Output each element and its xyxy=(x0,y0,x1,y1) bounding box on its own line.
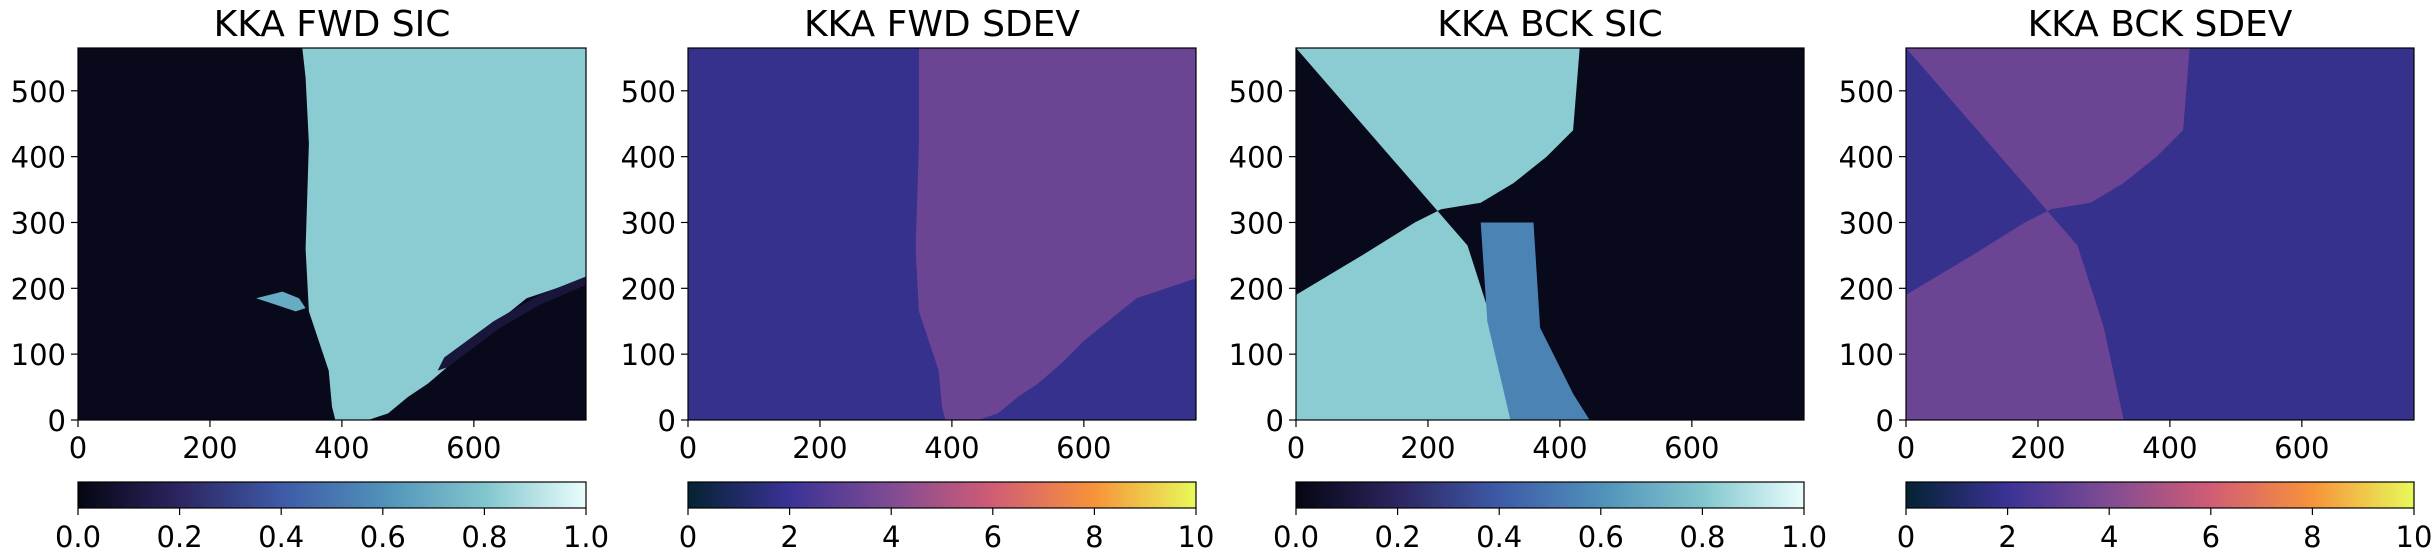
x-tick-label: 400 xyxy=(2142,431,2197,465)
colorbar xyxy=(77,481,587,509)
colorbar-tick-label: 0.2 xyxy=(1375,520,1421,554)
heatmap-bands xyxy=(1480,222,1590,420)
y-tick-label: 400 xyxy=(1229,141,1284,175)
colorbar-tick-label: 8 xyxy=(2303,520,2321,554)
y-tick-label: 100 xyxy=(1839,338,1894,372)
colorbar-tick-label: 0.2 xyxy=(157,520,203,554)
colorbar-tick-label: 4 xyxy=(2100,520,2118,554)
x-tick-label: 200 xyxy=(1400,431,1455,465)
colorbar-tick-label: 4 xyxy=(882,520,900,554)
y-tick-label: 0 xyxy=(48,404,66,438)
panel-3: KKA BCK SIC 0 100 200 300 400 500 0 200 400 600 0.0… xyxy=(1229,4,1827,554)
colorbar-tick-label: 0 xyxy=(679,520,697,554)
x-tick-label: 0 xyxy=(679,431,697,465)
heatmap-field xyxy=(688,48,1196,420)
colorbar-tick-label: 0 xyxy=(1897,520,1915,554)
y-tick-label: 200 xyxy=(1839,272,1894,306)
x-tick-label: 400 xyxy=(1532,431,1587,465)
chart-title: KKA BCK SIC xyxy=(1437,4,1663,45)
heatmap-high-sdev-region xyxy=(915,48,1196,420)
colorbar-tick-label: 1.0 xyxy=(1781,520,1827,554)
heatmap-ice-region xyxy=(302,48,586,420)
x-tick-label: 400 xyxy=(314,431,369,465)
y-tick-label: 0 xyxy=(658,404,676,438)
panel-2: KKA FWD SDEV 0 100 200 300 400 500 0 200 400 600 0 2… xyxy=(621,4,1215,554)
colorbar-tick-label: 6 xyxy=(2202,520,2220,554)
plot-frame xyxy=(77,47,587,421)
y-tick-label: 400 xyxy=(11,141,66,175)
y-tick-label: 300 xyxy=(1839,206,1894,240)
colorbar-tick-label: 0.4 xyxy=(1476,520,1522,554)
y-tick-label: 300 xyxy=(11,206,66,240)
colorbar xyxy=(1905,481,2415,509)
colorbar-tick-label: 6 xyxy=(984,520,1002,554)
x-tick-label: 200 xyxy=(182,431,237,465)
y-tick-label: 400 xyxy=(1839,141,1894,175)
chart-title: KKA FWD SIC xyxy=(214,4,451,45)
colorbar-tick-label: 1.0 xyxy=(563,520,609,554)
colorbar xyxy=(687,481,1197,509)
heatmap-ice-region xyxy=(1296,48,1580,420)
y-tick-label: 200 xyxy=(1229,272,1284,306)
heatmap-field xyxy=(1296,48,1804,420)
y-tick-label: 400 xyxy=(621,141,676,175)
y-tick-label: 200 xyxy=(11,272,66,306)
heatmap-channel xyxy=(437,276,586,371)
y-tick-label: 500 xyxy=(1839,75,1894,109)
y-tick-label: 500 xyxy=(621,75,676,109)
colorbar-tick-label: 10 xyxy=(1178,520,1215,554)
chart-title: KKA BCK SDEV xyxy=(2028,4,2293,45)
colorbar-tick-label: 0.0 xyxy=(1273,520,1319,554)
x-tick-label: 200 xyxy=(792,431,847,465)
y-tick-label: 100 xyxy=(11,338,66,372)
x-tick-label: 600 xyxy=(1664,431,1719,465)
y-tick-label: 200 xyxy=(621,272,676,306)
colorbar-tick-label: 0.0 xyxy=(55,520,101,554)
y-tick-label: 0 xyxy=(1876,404,1894,438)
y-tick-label: 500 xyxy=(11,75,66,109)
heatmap-high-sdev-region xyxy=(1906,48,2190,420)
plot-frame xyxy=(1905,47,2415,421)
x-tick-label: 200 xyxy=(2010,431,2065,465)
heatmap-patches xyxy=(256,291,306,312)
colorbar-tick-label: 0.8 xyxy=(1679,520,1725,554)
plot-frame xyxy=(687,47,1197,421)
colorbar-tick-label: 0.4 xyxy=(258,520,304,554)
x-tick-label: 0 xyxy=(1287,431,1305,465)
y-tick-label: 100 xyxy=(621,338,676,372)
colorbar-tick-label: 0.6 xyxy=(1578,520,1624,554)
chart-title: KKA FWD SDEV xyxy=(804,4,1080,45)
colorbar-tick-label: 0.6 xyxy=(360,520,406,554)
x-tick-label: 0 xyxy=(69,431,87,465)
x-tick-label: 0 xyxy=(1897,431,1915,465)
colorbar-tick-label: 2 xyxy=(780,520,798,554)
colorbar-tick-label: 10 xyxy=(2396,520,2432,554)
x-tick-label: 600 xyxy=(1056,431,1111,465)
colorbar-tick-label: 0.8 xyxy=(461,520,507,554)
heatmap-field xyxy=(78,48,586,420)
plot-frame xyxy=(1295,47,1805,421)
y-tick-label: 0 xyxy=(1266,404,1284,438)
colorbar xyxy=(1295,481,1805,509)
x-tick-label: 400 xyxy=(924,431,979,465)
panel-1: KKA FWD SIC 0 100 200 300 400 500 0 200 400 600 0.0… xyxy=(11,4,609,554)
x-tick-label: 600 xyxy=(446,431,501,465)
y-tick-label: 300 xyxy=(621,206,676,240)
colorbar-tick-label: 2 xyxy=(1998,520,2016,554)
y-tick-label: 300 xyxy=(1229,206,1284,240)
x-tick-label: 600 xyxy=(2274,431,2329,465)
panel-4: KKA BCK SDEV 0 100 200 300 400 500 0 200 400 600 0 2… xyxy=(1839,4,2432,554)
colorbar-tick-label: 8 xyxy=(1085,520,1103,554)
heatmap-field xyxy=(1906,48,2414,420)
y-tick-label: 500 xyxy=(1229,75,1284,109)
y-tick-label: 100 xyxy=(1229,338,1284,372)
